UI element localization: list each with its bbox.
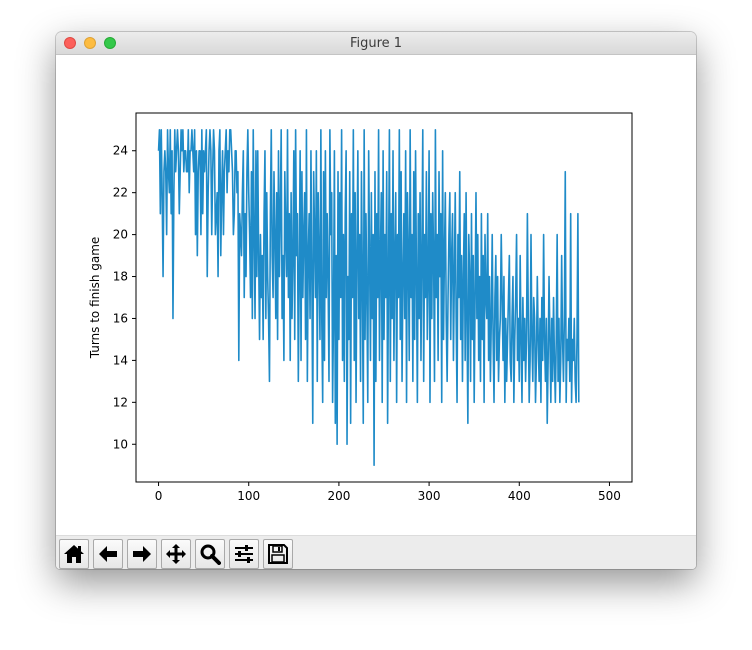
configure-subplots-button[interactable] <box>229 539 259 569</box>
maximize-window-button[interactable] <box>104 37 116 49</box>
home-icon <box>64 545 84 563</box>
figure-canvas[interactable]: 0 100 200 300 400 500 10 12 14 16 18 20 22 24 Turns … <box>56 55 696 535</box>
window-title: Figure 1 <box>349 36 403 51</box>
y-tick-label: 12 <box>113 395 128 409</box>
plot-frame <box>135 112 633 483</box>
zoom-button[interactable] <box>195 539 225 569</box>
y-tick-label: 18 <box>113 270 128 284</box>
navigation-toolbar <box>56 535 696 569</box>
y-tick-label: 22 <box>113 186 128 200</box>
x-tick-label: 100 <box>237 489 260 503</box>
y-tick-label: 20 <box>113 228 128 242</box>
series-line-0 <box>157 128 580 467</box>
magnifier-icon <box>200 544 221 565</box>
y-tick-label: 24 <box>113 144 128 158</box>
close-window-button[interactable] <box>64 37 76 49</box>
arrow-left-icon <box>99 546 117 562</box>
arrow-right-icon <box>133 546 151 562</box>
y-tick-label: 10 <box>113 437 128 451</box>
x-tick-label: 0 <box>155 489 163 503</box>
back-button[interactable] <box>93 539 123 569</box>
title-bar[interactable]: Figure 1 <box>56 32 696 55</box>
save-button[interactable] <box>263 539 293 569</box>
pan-button[interactable] <box>161 539 191 569</box>
x-tick-label: 400 <box>508 489 531 503</box>
y-tick-label: 14 <box>113 353 128 367</box>
y-tick-label: 16 <box>113 311 128 325</box>
move-icon <box>166 544 186 564</box>
x-axis: 0 100 200 300 400 500 <box>155 482 621 503</box>
figure-window: Figure 1 0 100 200 300 400 500 10 12 14 16 18 20 22… <box>56 32 696 569</box>
floppy-disk-icon <box>268 544 288 564</box>
y-axis: 10 12 14 16 18 20 22 24 <box>113 144 136 451</box>
line-chart: 0 100 200 300 400 500 10 12 14 16 18 20 22 24 Turns … <box>88 112 633 503</box>
x-tick-label: 500 <box>598 489 621 503</box>
y-axis-label: Turns to finish game <box>88 237 102 360</box>
minimize-window-button[interactable] <box>84 37 96 49</box>
forward-button[interactable] <box>127 539 157 569</box>
sliders-icon <box>235 545 253 563</box>
x-tick-label: 200 <box>327 489 350 503</box>
home-button[interactable] <box>59 539 89 569</box>
series-layer <box>157 128 580 467</box>
x-tick-label: 300 <box>418 489 441 503</box>
